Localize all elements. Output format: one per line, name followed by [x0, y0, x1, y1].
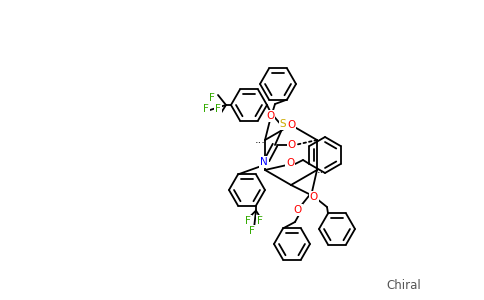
Text: ···: ··· [317, 168, 327, 178]
Text: N: N [260, 157, 268, 167]
Text: ···: ··· [255, 138, 265, 148]
Text: F: F [249, 226, 255, 236]
Text: S: S [280, 119, 287, 129]
Text: F: F [215, 104, 221, 114]
Text: O: O [266, 111, 274, 121]
Text: F: F [245, 216, 251, 226]
Text: Chiral: Chiral [386, 279, 421, 292]
Text: O: O [288, 140, 296, 150]
Text: F: F [209, 93, 215, 103]
Text: O: O [310, 192, 318, 202]
Text: F: F [203, 104, 209, 114]
Text: F: F [257, 216, 263, 226]
Text: O: O [287, 120, 295, 130]
Text: O: O [286, 158, 294, 168]
Text: O: O [294, 205, 302, 215]
